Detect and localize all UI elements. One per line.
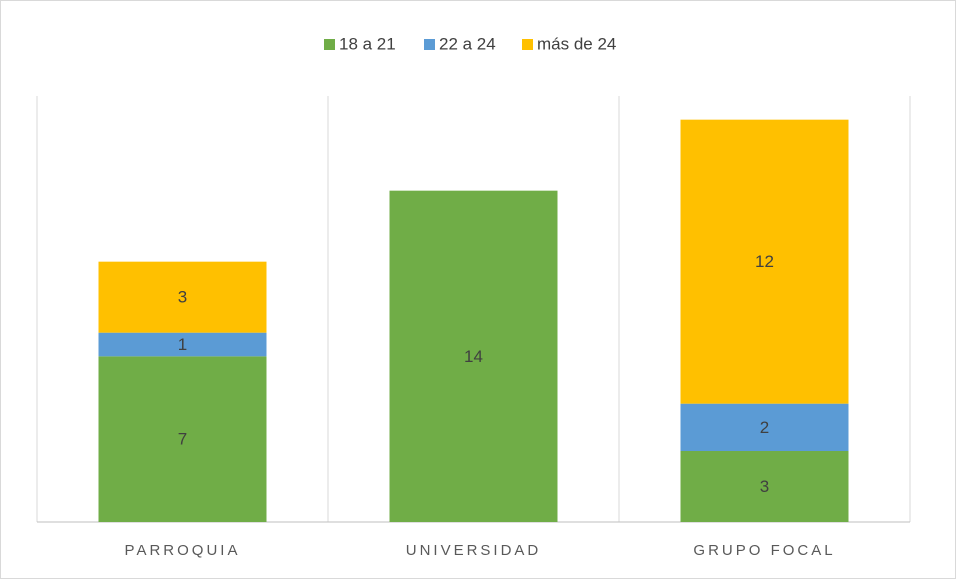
x-tick-label: UNIVERSIDAD <box>406 542 542 559</box>
bar-segment <box>98 261 267 333</box>
legend-swatch <box>324 39 335 50</box>
data-label: 3 <box>178 288 187 307</box>
data-label: 14 <box>464 347 483 366</box>
bar-segment <box>98 332 267 357</box>
legend-label: 18 a 21 <box>339 34 396 53</box>
bar-segment <box>680 119 849 404</box>
data-label: 3 <box>760 477 769 496</box>
bar-segment <box>98 356 267 522</box>
data-label: 2 <box>760 418 769 437</box>
legend-label: más de 24 <box>537 34 616 53</box>
data-label: 7 <box>178 430 187 449</box>
legend-label: 22 a 24 <box>439 34 496 53</box>
bar-segment <box>680 403 849 451</box>
x-tick-label: GRUPO FOCAL <box>693 542 835 559</box>
bar-segment <box>389 190 558 522</box>
data-label: 12 <box>755 252 774 271</box>
x-tick-label: PARROQUIA <box>125 542 241 559</box>
bar-segment <box>680 451 849 522</box>
data-label: 1 <box>178 335 187 354</box>
legend-swatch <box>424 39 435 50</box>
legend-swatch <box>522 39 533 50</box>
